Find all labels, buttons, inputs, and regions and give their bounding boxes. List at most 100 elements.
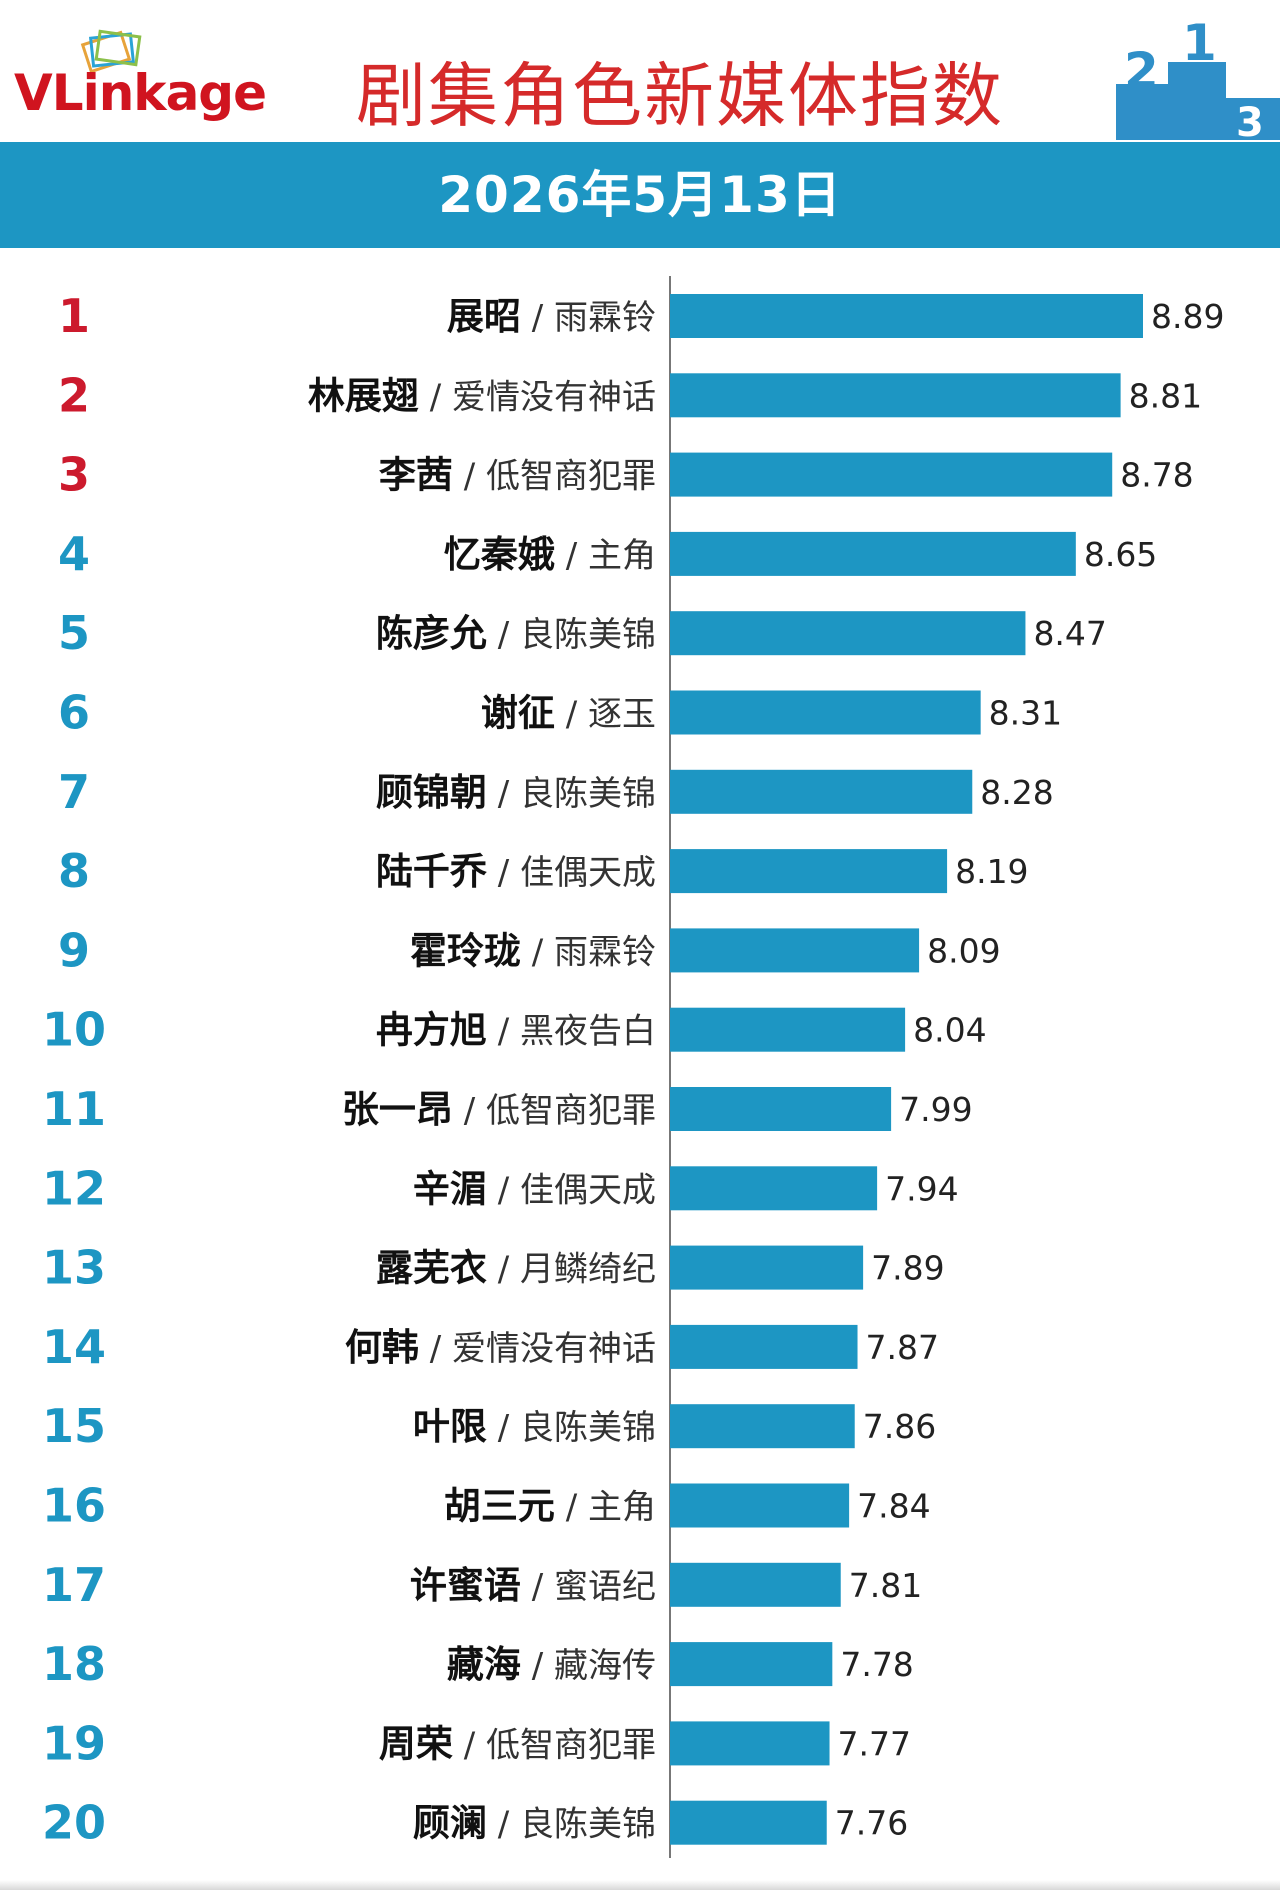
table-row: 3 李茜 / 低智商犯罪 8.78: [58, 448, 1194, 502]
drama-name: 雨霖铃: [554, 932, 656, 972]
value-label: 7.87: [866, 1328, 939, 1367]
table-row: 9 霍玲珑 / 雨霖铃 8.09: [58, 923, 1001, 977]
rank-number: 8: [58, 844, 90, 898]
rank-number: 6: [58, 686, 90, 740]
bar: [670, 611, 1026, 656]
bar: [670, 1166, 878, 1211]
character-name: 露芜衣: [376, 1247, 487, 1290]
value-label: 7.77: [838, 1724, 911, 1763]
row-label: 辛湄 / 佳偶天成: [413, 1167, 656, 1210]
character-name: 辛湄: [413, 1167, 487, 1210]
rank-number: 4: [58, 527, 90, 581]
value-label: 7.76: [835, 1804, 908, 1843]
bar: [670, 1245, 864, 1290]
page-title: 剧集角色新媒体指数: [356, 55, 1004, 137]
value-label: 8.47: [1033, 614, 1106, 653]
table-row: 10 冉方旭 / 黑夜告白 8.04: [42, 1003, 987, 1057]
value-label: 7.86: [863, 1407, 936, 1446]
row-label: 展昭 / 雨霖铃: [447, 295, 656, 338]
drama-name: 良陈美锦: [520, 615, 656, 655]
value-label: 8.09: [927, 931, 1000, 970]
row-label: 霍玲珑 / 雨霖铃: [410, 929, 656, 972]
table-row: 18 藏海 / 藏海传 7.78: [42, 1637, 914, 1691]
drama-name: 逐玉: [588, 695, 656, 735]
character-name: 胡三元: [444, 1485, 555, 1528]
row-label: 胡三元 / 主角: [444, 1485, 656, 1528]
drama-name: 良陈美锦: [520, 774, 656, 814]
character-name: 忆秦娥: [444, 533, 555, 576]
label-separator: /: [453, 1725, 486, 1765]
value-label: 8.65: [1084, 535, 1157, 574]
rank-number: 20: [42, 1796, 106, 1850]
rank-number: 11: [42, 1082, 106, 1136]
table-row: 20 顾澜 / 良陈美锦 7.76: [42, 1796, 908, 1850]
value-label: 7.84: [857, 1487, 930, 1526]
value-label: 8.78: [1120, 456, 1193, 495]
bar: [670, 1324, 858, 1369]
character-name: 周荣: [379, 1722, 453, 1765]
bottom-shadow: [0, 1880, 1280, 1890]
row-label: 陈彦允 / 良陈美锦: [376, 612, 656, 655]
label-separator: /: [419, 1329, 452, 1369]
label-separator: /: [487, 1408, 520, 1448]
rank-number: 19: [42, 1716, 106, 1770]
row-label: 李茜 / 低智商犯罪: [379, 454, 656, 497]
bar: [670, 1562, 841, 1607]
value-label: 7.99: [899, 1090, 972, 1129]
podium-number-3: 3: [1236, 100, 1264, 140]
label-separator: /: [521, 1567, 554, 1607]
label-separator: /: [555, 536, 588, 576]
bar: [670, 531, 1076, 576]
bar: [670, 928, 920, 973]
drama-name: 主角: [588, 1488, 656, 1528]
logo-text-v: V: [14, 64, 53, 122]
table-row: 12 辛湄 / 佳偶天成 7.94: [42, 1161, 959, 1215]
table-row: 17 许蜜语 / 蜜语纪 7.81: [42, 1558, 922, 1612]
value-label: 7.94: [885, 1169, 958, 1208]
bar: [670, 1800, 827, 1845]
row-label: 顾锦朝 / 良陈美锦: [376, 771, 656, 814]
bar: [670, 452, 1113, 497]
bar: [670, 294, 1143, 338]
label-separator: /: [487, 853, 520, 893]
logo-text-age: age: [165, 64, 267, 122]
character-name: 李茜: [379, 454, 453, 497]
row-label: 叶限 / 良陈美锦: [413, 1405, 656, 1448]
row-label: 许蜜语 / 蜜语纪: [410, 1564, 656, 1607]
character-name: 霍玲珑: [410, 929, 521, 972]
label-separator: /: [521, 932, 554, 972]
value-label: 8.89: [1151, 297, 1224, 336]
character-name: 顾澜: [413, 1802, 487, 1845]
rank-number: 12: [42, 1161, 106, 1215]
label-separator: /: [487, 1805, 520, 1845]
row-label: 周荣 / 低智商犯罪: [379, 1722, 656, 1765]
table-row: 6 谢征 / 逐玉 8.31: [58, 686, 1062, 740]
row-label: 林展翅 / 爱情没有神话: [308, 374, 656, 417]
label-separator: /: [487, 1012, 520, 1052]
table-row: 16 胡三元 / 主角 7.84: [42, 1479, 931, 1533]
rank-number: 1: [58, 289, 90, 343]
rank-number: 7: [58, 765, 90, 819]
label-separator: /: [419, 377, 452, 417]
rank-number: 13: [42, 1241, 106, 1295]
bar: [670, 1483, 850, 1528]
character-name: 陈彦允: [376, 612, 487, 655]
bar: [670, 849, 948, 894]
rank-number: 18: [42, 1637, 106, 1691]
bar: [670, 1007, 906, 1052]
row-label: 谢征 / 逐玉: [481, 692, 656, 735]
logo-cards-icon: [80, 29, 142, 74]
podium-icon: 2 1 3: [1116, 18, 1280, 140]
label-separator: /: [487, 1250, 520, 1290]
rank-number: 5: [58, 606, 90, 660]
value-label: 8.28: [980, 773, 1053, 812]
drama-name: 爱情没有神话: [452, 1329, 656, 1369]
table-row: 19 周荣 / 低智商犯罪 7.77: [42, 1716, 911, 1770]
row-label: 冉方旭 / 黑夜告白: [376, 1009, 656, 1052]
bar: [670, 1642, 833, 1687]
drama-name: 雨霖铃: [554, 298, 656, 338]
character-name: 展昭: [447, 295, 521, 338]
label-separator: /: [555, 695, 588, 735]
drama-name: 蜜语纪: [554, 1567, 656, 1607]
